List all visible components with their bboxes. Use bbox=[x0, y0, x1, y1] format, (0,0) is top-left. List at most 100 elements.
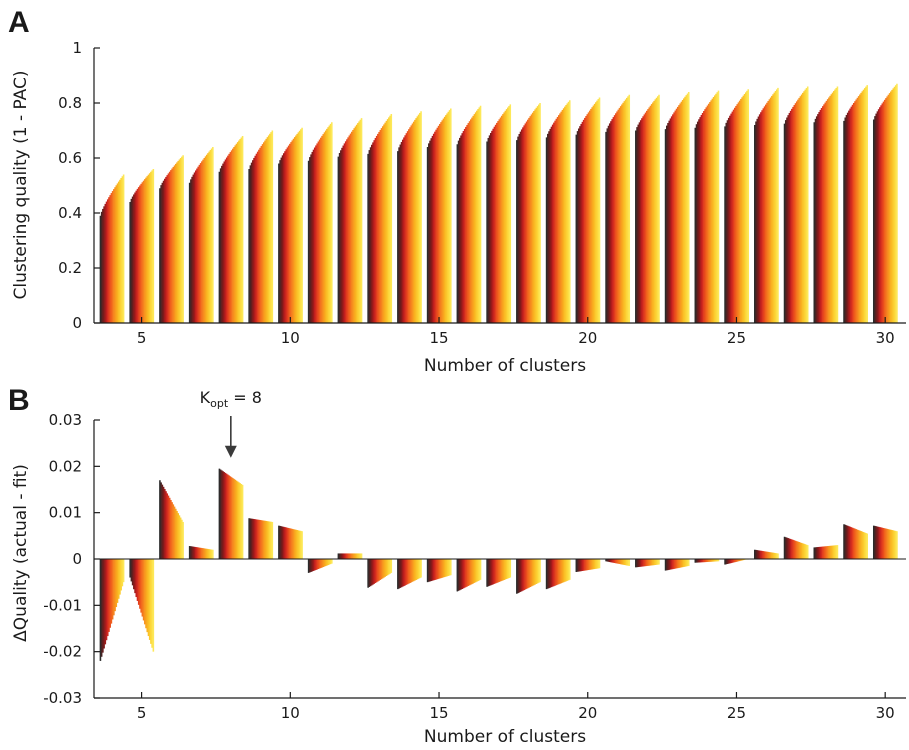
panel-a-bar bbox=[560, 111, 563, 323]
panel-b-bar bbox=[669, 559, 672, 570]
panel-a-bar bbox=[166, 175, 169, 323]
panel-a-bar bbox=[612, 117, 615, 323]
panel-a-bar bbox=[381, 126, 384, 323]
panel-a-bar bbox=[734, 107, 736, 323]
panel-a-bar bbox=[162, 180, 165, 323]
panel-b-bar bbox=[228, 475, 230, 559]
panel-a-bar bbox=[327, 127, 329, 323]
panel-a-bar bbox=[496, 122, 498, 323]
panel-a-bar bbox=[210, 148, 213, 323]
panel-a-bar bbox=[642, 116, 644, 324]
panel-b-bar bbox=[593, 559, 596, 570]
panel-b-bar bbox=[374, 559, 377, 584]
panel-a-bar bbox=[432, 133, 435, 323]
panel-a-bar bbox=[525, 121, 528, 323]
panel-b-bar bbox=[769, 552, 772, 559]
panel-a-bar bbox=[202, 159, 204, 323]
panel-a-bar bbox=[550, 126, 553, 323]
panel-b-bar bbox=[431, 559, 434, 581]
panel-b-bar bbox=[786, 537, 788, 559]
panel-a-bar bbox=[241, 136, 244, 323]
panel-a-bar bbox=[743, 94, 746, 323]
panel-b-bar bbox=[566, 559, 569, 581]
panel-b-bar bbox=[675, 559, 678, 569]
panel-b-bar bbox=[358, 553, 360, 559]
panel-b-bar bbox=[436, 559, 439, 580]
panel-a-bar bbox=[764, 104, 767, 323]
panel-b-bar bbox=[674, 559, 677, 569]
panel-a-bar bbox=[359, 119, 362, 324]
panel-b-bar bbox=[681, 559, 684, 568]
panel-b-bar bbox=[577, 559, 580, 572]
panel-a-bar bbox=[378, 131, 380, 323]
panel-b-bar bbox=[331, 559, 333, 564]
panel-a-bar bbox=[487, 137, 490, 323]
panel-a-bar bbox=[296, 133, 298, 323]
panel-a-bar bbox=[685, 95, 688, 323]
panel-b-bar bbox=[265, 520, 268, 559]
panel-b-bar bbox=[547, 559, 549, 589]
panel-a-bar bbox=[295, 135, 297, 323]
panel-a-bar bbox=[492, 128, 494, 323]
panel-a-bar bbox=[696, 121, 699, 323]
panel-b-bar bbox=[384, 559, 386, 577]
panel-b-bar bbox=[844, 524, 847, 559]
panel-b-bar bbox=[412, 559, 415, 582]
panel-b-bar bbox=[405, 559, 408, 585]
panel-b-bar bbox=[582, 559, 585, 571]
panel-a-bar bbox=[653, 100, 655, 324]
panel-b-bar bbox=[130, 559, 133, 582]
panel-b-bar bbox=[256, 519, 259, 559]
panel-a-bar bbox=[523, 125, 525, 323]
panel-a-bar bbox=[505, 109, 508, 323]
panel-b-bar bbox=[114, 559, 116, 612]
panel-b-bar bbox=[372, 559, 374, 585]
panel-a-bar bbox=[400, 142, 403, 323]
panel-b-bar bbox=[635, 559, 637, 568]
panel-a-bar bbox=[617, 109, 620, 323]
panel-b-bar bbox=[271, 521, 274, 559]
panel-b-bar bbox=[117, 559, 120, 599]
panel-a-bar bbox=[404, 135, 406, 323]
panel-b-bar bbox=[225, 473, 228, 559]
panel-a-bar bbox=[554, 120, 556, 324]
panel-a-bar bbox=[792, 106, 794, 324]
panel-a-bar bbox=[795, 101, 798, 323]
panel-a-bar bbox=[741, 97, 743, 323]
panel-b-bar bbox=[667, 559, 669, 571]
panel-a-bar bbox=[556, 116, 559, 323]
panel-b-bar bbox=[469, 559, 472, 585]
panel-a-bar bbox=[664, 129, 667, 323]
panel-a-xtick-label: 10 bbox=[281, 329, 300, 347]
panel-b-bar bbox=[833, 545, 835, 559]
panel-a-bar bbox=[148, 173, 151, 323]
panel-b-bar bbox=[172, 504, 175, 559]
panel-a-bar bbox=[674, 110, 677, 323]
panel-a-bars bbox=[99, 83, 898, 324]
panel-a-bar bbox=[111, 191, 114, 323]
panel-b-bar bbox=[654, 559, 657, 565]
panel-b-bar bbox=[715, 559, 717, 562]
panel-b-bar bbox=[529, 559, 532, 588]
panel-b-bar bbox=[115, 559, 118, 608]
panel-a-bar bbox=[371, 144, 373, 323]
kopt-main: K bbox=[200, 388, 211, 407]
panel-a-bar bbox=[710, 100, 712, 323]
panel-a-bar bbox=[762, 108, 765, 324]
panel-a-bar bbox=[732, 109, 735, 324]
panel-a-bar bbox=[398, 147, 400, 323]
panel-a-bar bbox=[566, 103, 569, 323]
panel-a-bar bbox=[684, 96, 686, 323]
panel-b-bar bbox=[621, 559, 623, 565]
panel-a-bar bbox=[388, 117, 390, 323]
panel-b-bar bbox=[108, 559, 110, 632]
panel-a-bar bbox=[181, 156, 183, 323]
panel-b-bar bbox=[354, 553, 357, 559]
panel-b-bar bbox=[828, 545, 830, 559]
panel-b-bar bbox=[434, 559, 436, 580]
panel-a-bar bbox=[579, 126, 581, 323]
panel-a-bar bbox=[586, 114, 589, 323]
panel-b-bar bbox=[703, 559, 705, 563]
panel-b-bar bbox=[121, 559, 124, 587]
panel-a-bar bbox=[699, 117, 701, 323]
